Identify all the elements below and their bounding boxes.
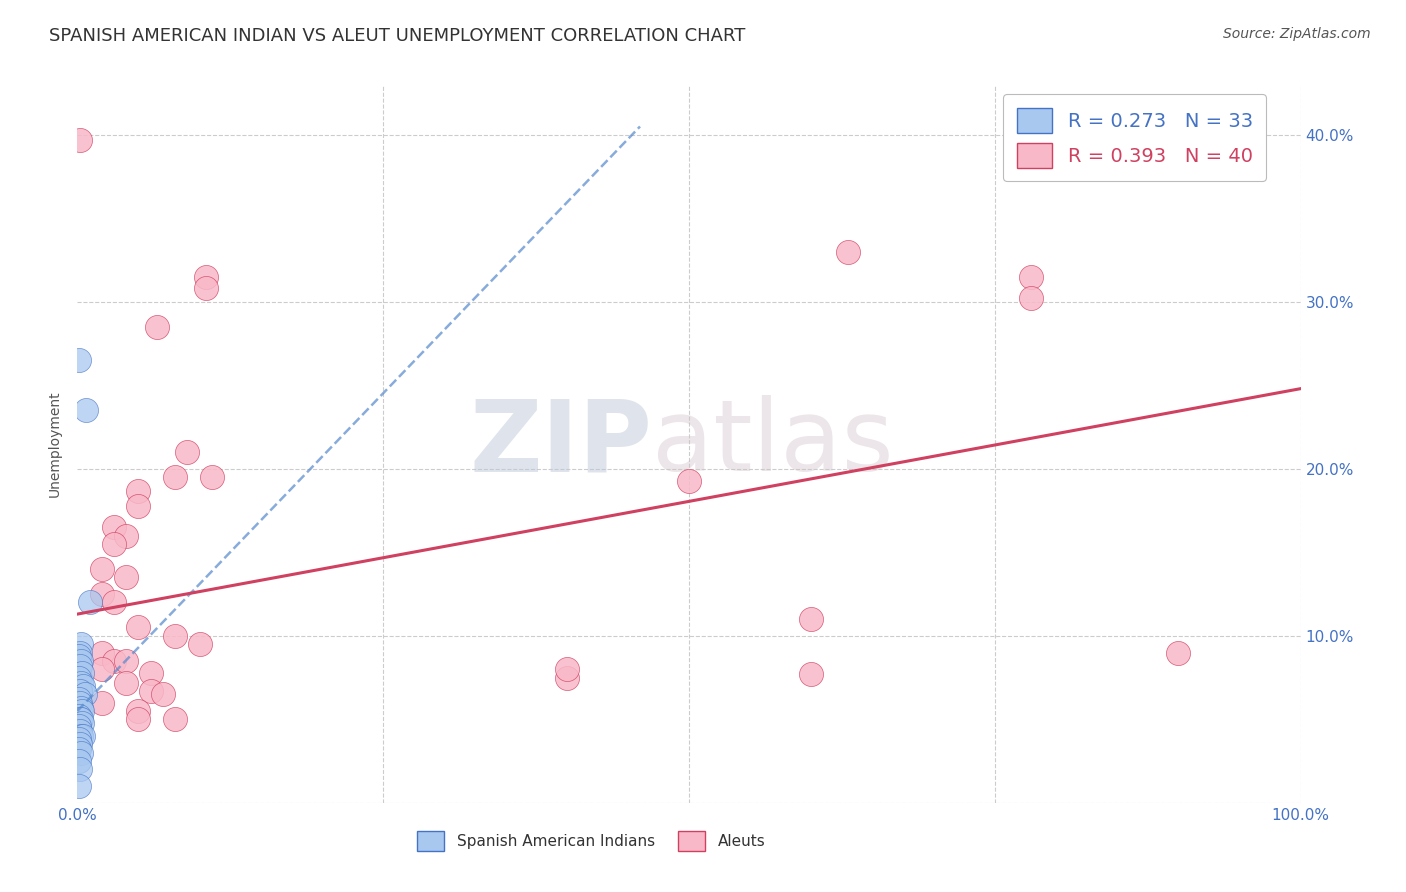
Point: [115, 675, 138, 690]
Point: [127, 704, 149, 718]
Point: [69, 684, 91, 698]
Point: [69, 724, 91, 739]
Point: [837, 244, 859, 259]
Point: [70, 700, 93, 714]
Point: [176, 445, 198, 459]
Point: [127, 712, 149, 726]
Point: [70, 637, 93, 651]
Point: [555, 671, 578, 685]
Point: [70, 704, 93, 718]
Point: [67, 709, 90, 723]
Point: [90, 646, 112, 660]
Point: [70, 729, 93, 743]
Point: [127, 483, 149, 498]
Point: [555, 662, 578, 676]
Point: [115, 570, 138, 584]
Point: [67, 742, 90, 756]
Text: atlas: atlas: [652, 395, 894, 492]
Point: [70, 712, 93, 726]
Point: [69, 763, 91, 777]
Point: [72, 679, 94, 693]
Point: [70, 675, 93, 690]
Legend: Spanish American Indians, Aleuts: Spanish American Indians, Aleuts: [408, 822, 775, 860]
Point: [1167, 646, 1189, 660]
Point: [165, 629, 187, 643]
Point: [152, 687, 174, 701]
Point: [67, 692, 90, 706]
Point: [800, 612, 823, 626]
Point: [67, 648, 90, 663]
Point: [67, 353, 90, 368]
Point: [72, 729, 94, 743]
Text: ZIP: ZIP: [470, 395, 652, 492]
Y-axis label: Unemployment: Unemployment: [48, 391, 62, 497]
Point: [139, 665, 162, 680]
Point: [146, 319, 169, 334]
Point: [800, 667, 823, 681]
Point: [69, 646, 91, 660]
Point: [678, 474, 700, 488]
Point: [103, 595, 125, 609]
Point: [67, 779, 90, 793]
Point: [103, 537, 125, 551]
Point: [103, 654, 125, 668]
Point: [188, 637, 211, 651]
Point: [194, 269, 217, 284]
Point: [70, 715, 93, 730]
Point: [115, 654, 138, 668]
Point: [127, 499, 149, 513]
Point: [67, 719, 90, 733]
Text: SPANISH AMERICAN INDIAN VS ALEUT UNEMPLOYMENT CORRELATION CHART: SPANISH AMERICAN INDIAN VS ALEUT UNEMPLO…: [49, 27, 745, 45]
Point: [194, 281, 217, 295]
Point: [139, 684, 162, 698]
Point: [115, 528, 138, 542]
Point: [69, 712, 91, 726]
Point: [69, 737, 91, 751]
Point: [90, 562, 112, 576]
Point: [127, 620, 149, 634]
Point: [69, 133, 91, 147]
Point: [67, 732, 90, 747]
Point: [75, 403, 97, 417]
Point: [79, 595, 101, 609]
Point: [69, 696, 91, 710]
Point: [70, 665, 93, 680]
Point: [73, 687, 96, 701]
Point: [90, 587, 112, 601]
Point: [1021, 269, 1043, 284]
Text: Source: ZipAtlas.com: Source: ZipAtlas.com: [1223, 27, 1371, 41]
Point: [165, 470, 187, 484]
Point: [70, 746, 93, 760]
Point: [67, 671, 90, 685]
Point: [69, 658, 91, 673]
Point: [90, 696, 112, 710]
Point: [90, 662, 112, 676]
Point: [103, 520, 125, 534]
Point: [1021, 292, 1043, 306]
Point: [70, 654, 93, 668]
Point: [201, 470, 224, 484]
Point: [67, 754, 90, 768]
Point: [165, 712, 187, 726]
